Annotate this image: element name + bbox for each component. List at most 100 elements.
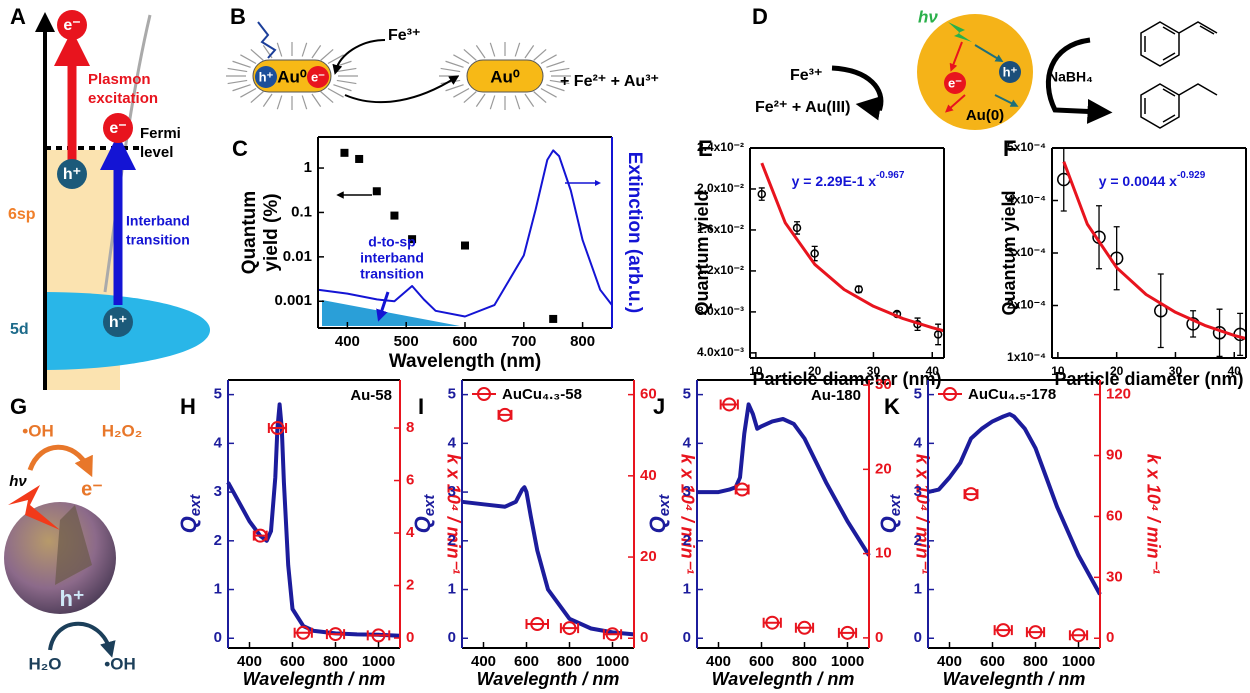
products-label: + Fe²⁺ + Au³⁺ <box>560 73 659 90</box>
peroxide-label: H₂O₂ <box>102 421 143 440</box>
panel-letter: B <box>230 4 246 29</box>
ligand <box>489 95 496 110</box>
light-label: hν <box>918 7 938 26</box>
chart: 10 20 30 40 1x10⁻⁴ 2x10⁻⁴ 3x10⁻⁴ 4x10⁻⁴ 5x10⁻⁴ Pa… <box>999 140 1247 389</box>
ligand <box>301 95 308 110</box>
electron-path <box>945 94 966 113</box>
point <box>408 235 417 244</box>
ligand <box>475 93 486 107</box>
reaction-arrow <box>831 65 884 121</box>
x-tick-label: 400 <box>937 653 962 670</box>
diagram-g: •OH H₂O₂ hν e⁻ h⁺ H₂O •OH <box>4 421 142 673</box>
x-tick-label: 10 <box>749 364 763 378</box>
x-axis-label: Particle diameter (nm) <box>752 369 941 389</box>
y-tick-label: 0.01 <box>283 248 312 265</box>
ligand <box>453 87 470 98</box>
point <box>810 249 819 258</box>
y-axis-label-subscript: ext <box>187 494 204 517</box>
cavity <box>55 505 92 585</box>
fit-equation-exponent: -0.967 <box>876 170 905 181</box>
point <box>296 625 311 640</box>
x-tick-label: 30 <box>1169 364 1183 378</box>
y-axis-label-text: Quantum yield <box>999 190 1019 315</box>
radical-label: •OH <box>104 654 135 673</box>
x-tick-label: 600 <box>280 653 305 670</box>
y2-tick-label: 8 <box>406 419 414 436</box>
annotation: transition <box>360 266 424 282</box>
line <box>461 485 635 637</box>
y-axis-label: Qext <box>876 494 904 534</box>
point <box>549 314 558 323</box>
light-bolt <box>948 22 972 42</box>
error-bar <box>1216 308 1223 358</box>
y-tick-label: 0 <box>683 629 691 646</box>
y2-tick-label: 30 <box>875 376 892 393</box>
ligand <box>540 54 557 65</box>
point <box>253 528 268 543</box>
point <box>1071 628 1086 643</box>
electron-label: e⁻ <box>109 120 126 137</box>
reaction-arrow <box>1045 37 1113 124</box>
diagram-b: h⁺ Au⁰ e⁻ Fe³⁺ Au⁰ + Fe²⁺ + Au³⁺ <box>252 21 659 104</box>
error-bar <box>1096 205 1103 270</box>
styrene <box>1140 21 1218 67</box>
ligand <box>533 48 547 61</box>
reductant-label: NaBH₄ <box>1048 69 1093 85</box>
y-axis-label-text: Q <box>176 516 201 533</box>
ligand <box>227 67 248 73</box>
x-tick-label: 30 <box>867 364 881 378</box>
x-tick-label: 20 <box>1110 364 1124 378</box>
hole <box>999 61 1021 83</box>
legend-marker <box>477 387 491 401</box>
y-tick-label: 2 <box>914 532 922 549</box>
error-bar <box>1113 226 1120 291</box>
point <box>722 397 737 412</box>
point <box>498 407 512 422</box>
y-tick-label: 5 <box>214 386 222 403</box>
y-tick-label: 1 <box>683 580 691 597</box>
line <box>317 149 613 318</box>
x-tick-label: 800 <box>1023 653 1048 670</box>
y2-tick-label: 0 <box>640 629 648 646</box>
hole-label: h⁺ <box>259 69 274 84</box>
hole-label: h⁺ <box>109 314 127 331</box>
y-tick-label: 5 <box>914 386 922 403</box>
y-tick-label: 2 <box>448 532 456 549</box>
particle-label: Au⁰ <box>277 67 307 86</box>
point <box>562 621 577 636</box>
y2-tick-label: 30 <box>1106 568 1123 585</box>
x-tick-label: 1000 <box>1062 653 1095 670</box>
x-axis-label: Wavelegnth / nm <box>477 669 620 689</box>
gold-particle <box>917 14 1033 130</box>
point <box>340 148 349 157</box>
x-tick-label: 800 <box>323 653 348 670</box>
products-label: Fe²⁺ + Au(III) <box>755 99 850 116</box>
y-axis-label-subscript: ext <box>656 494 673 517</box>
y-tick-label: 3 <box>214 483 222 500</box>
ligand <box>262 93 273 107</box>
y-axis-label: Qext <box>176 494 204 534</box>
ligand <box>311 45 322 59</box>
y-axis-label: yield (%) <box>261 193 282 271</box>
y-tick-label: 5 <box>683 386 691 403</box>
hole <box>57 159 87 189</box>
fit-equation-exponent: -0.929 <box>1177 170 1206 181</box>
electron-label: e⁻ <box>311 69 325 84</box>
chart: AuCu₄.₅-178 400 600 800 1000 0 1 2 3 4 5 0 30 60 90 120… <box>876 379 1163 689</box>
chart: 400 600 800 1000 0 1 2 3 4 5 0 2 4 6 8 Wavelegnth / nm Q… <box>176 379 463 689</box>
reduction-arrow <box>48 621 116 658</box>
point <box>605 627 620 642</box>
fit-equation: y = 2.29E-1 x-0.967 <box>792 170 905 189</box>
y2-axis-label: Extinction (arb.u.) <box>624 152 645 314</box>
hole-label: h⁺ <box>63 166 81 183</box>
panel-c-decor <box>322 180 601 326</box>
ligand <box>514 95 521 110</box>
x-tick-label: 40 <box>926 364 940 378</box>
point <box>530 617 545 632</box>
y-tick-label: 1 <box>914 580 922 597</box>
ligand <box>250 91 264 104</box>
light-wave <box>257 21 277 59</box>
y-tick-label: 0 <box>448 629 456 646</box>
ligand-shell <box>226 42 571 110</box>
